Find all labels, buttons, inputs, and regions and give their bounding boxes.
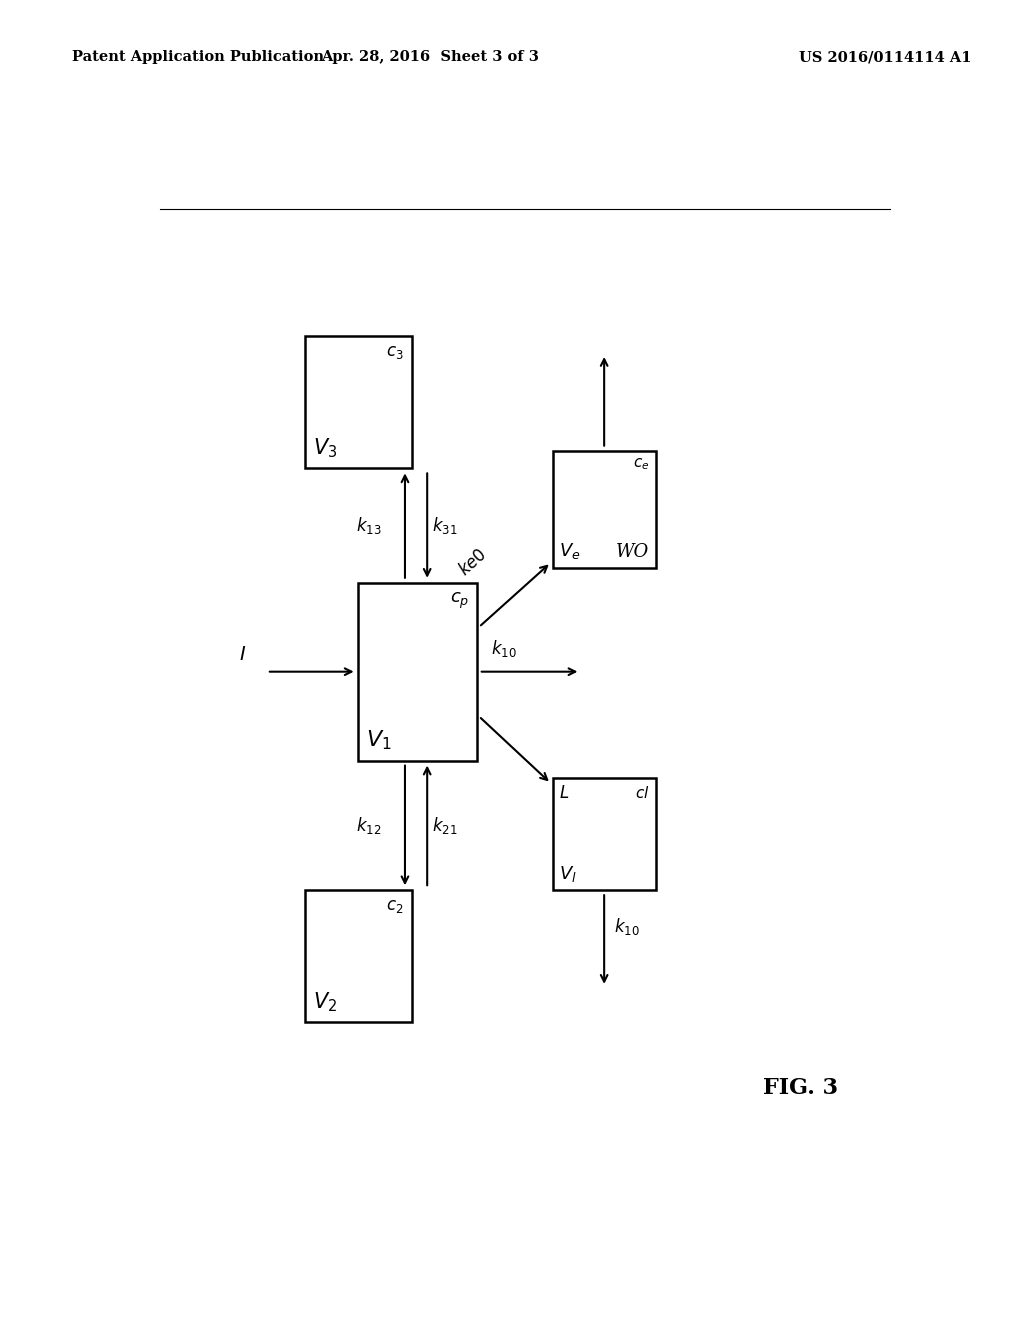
Bar: [553, 450, 655, 568]
Bar: [358, 582, 477, 760]
Text: WO: WO: [616, 544, 649, 561]
Bar: [553, 779, 655, 890]
Bar: [304, 890, 412, 1022]
Text: Patent Application Publication: Patent Application Publication: [72, 50, 324, 65]
Text: Apr. 28, 2016  Sheet 3 of 3: Apr. 28, 2016 Sheet 3 of 3: [322, 50, 539, 65]
Text: $k_{21}$: $k_{21}$: [432, 814, 458, 836]
Text: $c_3$: $c_3$: [386, 345, 403, 362]
Text: US 2016/0114114 A1: US 2016/0114114 A1: [799, 50, 971, 65]
Text: $c_2$: $c_2$: [386, 899, 403, 915]
Text: $V_3$: $V_3$: [312, 437, 337, 461]
Text: $V_2$: $V_2$: [312, 990, 337, 1014]
Text: $L$: $L$: [559, 784, 569, 801]
Text: $k_{31}$: $k_{31}$: [432, 515, 458, 536]
Text: $I$: $I$: [240, 645, 247, 664]
Text: $k_{10}$: $k_{10}$: [613, 916, 639, 937]
Text: $c_p$: $c_p$: [450, 591, 469, 611]
Text: $V_l$: $V_l$: [559, 865, 577, 884]
Text: $c_e$: $c_e$: [633, 457, 649, 473]
Text: $V_e$: $V_e$: [559, 541, 581, 561]
Text: $V_1$: $V_1$: [367, 729, 391, 752]
Text: $k_{10}$: $k_{10}$: [492, 639, 517, 660]
Text: FIG. 3: FIG. 3: [763, 1077, 838, 1098]
Text: $cl$: $cl$: [635, 784, 649, 800]
Text: $k_{12}$: $k_{12}$: [356, 814, 381, 836]
Text: $ke0$: $ke0$: [456, 545, 490, 579]
Bar: [304, 337, 412, 469]
Text: $k_{13}$: $k_{13}$: [355, 515, 381, 536]
